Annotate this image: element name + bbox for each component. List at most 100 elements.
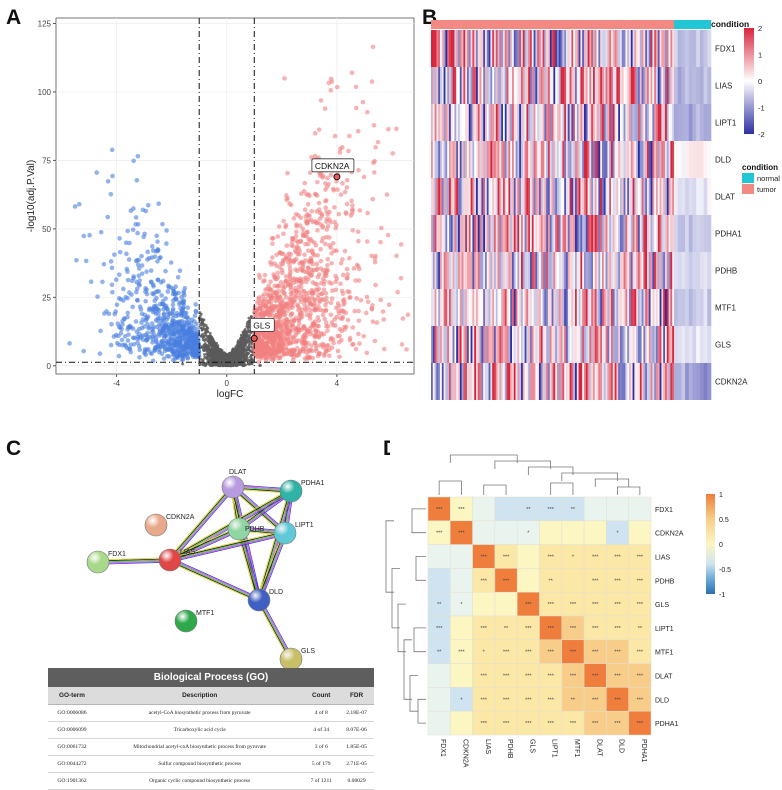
heatmap-cell	[700, 326, 704, 363]
heatmap-cell	[618, 289, 620, 326]
heatmap-cell	[582, 252, 584, 289]
heatmap-gene-label: LIPT1	[715, 119, 737, 128]
heatmap-cell	[707, 289, 711, 326]
point-up	[338, 147, 343, 152]
heatmap-cell	[463, 326, 465, 363]
heatmap-cell	[607, 252, 609, 289]
heatmap-cell	[537, 363, 539, 400]
heatmap-cell	[467, 326, 469, 363]
heatmap-cell	[462, 289, 464, 326]
point-down	[109, 343, 114, 348]
heatmap-cell	[620, 363, 622, 400]
heatmap-cell	[561, 326, 563, 363]
heatmap-cell	[474, 289, 476, 326]
heatmap-cell	[582, 30, 584, 67]
point-down	[192, 319, 197, 324]
heatmap-cell	[458, 326, 460, 363]
point-up	[345, 185, 350, 190]
heatmap-cell	[444, 67, 446, 104]
heatmap-cell	[593, 363, 595, 400]
point-up	[394, 254, 399, 259]
point-up	[294, 340, 299, 345]
heatmap-cell	[586, 30, 588, 67]
heatmap-cell	[476, 67, 478, 104]
heatmap-cell	[642, 363, 644, 400]
heatmap-cell	[627, 104, 629, 141]
heatmap-cell	[528, 252, 530, 289]
point-down	[182, 328, 187, 333]
heatmap-cell	[454, 326, 456, 363]
heatmap-cell	[663, 215, 665, 252]
heatmap-cell	[449, 363, 451, 400]
heatmap-cell	[604, 363, 606, 400]
heatmap-cell	[480, 104, 482, 141]
heatmap-cell	[624, 215, 626, 252]
heatmap-cell	[667, 363, 669, 400]
heatmap-cell	[591, 215, 593, 252]
point-down	[131, 159, 136, 164]
point-up	[323, 349, 328, 354]
heatmap-cell	[593, 104, 595, 141]
heatmap-cell	[652, 326, 654, 363]
point-down	[146, 314, 151, 319]
heatmap-cell	[494, 252, 496, 289]
heatmap-cell	[667, 178, 669, 215]
heatmap-cell	[678, 289, 682, 326]
point-down	[151, 282, 156, 287]
heatmap-cell	[503, 326, 505, 363]
heatmap-cell	[467, 178, 469, 215]
point-up	[291, 237, 296, 242]
point-down	[127, 257, 132, 262]
point-ns	[248, 360, 251, 363]
heatmap-cell	[440, 178, 442, 215]
heatmap-cell	[552, 215, 554, 252]
heatmap-cell	[436, 67, 438, 104]
heatmap-cell	[591, 178, 593, 215]
point-up	[317, 201, 322, 206]
heatmap-cell	[700, 30, 704, 67]
point-ns	[247, 327, 250, 330]
heatmap-cell	[550, 363, 552, 400]
heatmap-cell	[616, 215, 618, 252]
point-up	[320, 225, 325, 230]
point-ns	[247, 338, 250, 341]
heatmap-cell	[505, 363, 507, 400]
point-down	[184, 345, 189, 350]
heatmap-cell	[633, 178, 635, 215]
heatmap-cell	[573, 289, 575, 326]
heatmap-cell	[553, 289, 555, 326]
heatmap-cell	[557, 178, 559, 215]
heatmap-cell	[645, 67, 647, 104]
point-up	[323, 242, 328, 247]
point-up	[258, 341, 263, 346]
heatmap-cell	[438, 178, 440, 215]
point-up	[268, 279, 273, 284]
point-down	[112, 252, 117, 257]
heatmap-cell	[633, 363, 635, 400]
heatmap-cell	[654, 215, 656, 252]
point-up	[394, 126, 399, 131]
point-down	[144, 209, 149, 214]
heatmap-cell	[595, 141, 597, 178]
heatmap-cell	[615, 104, 617, 141]
heatmap-cell	[640, 289, 642, 326]
heatmap-cell	[658, 363, 660, 400]
heatmap-cell	[577, 67, 579, 104]
heatmap-cell	[700, 67, 704, 104]
heatmap-cell	[445, 289, 447, 326]
point-down	[180, 308, 185, 313]
heatmap-cell	[611, 30, 613, 67]
heatmap-cell	[615, 326, 617, 363]
heatmap-cell	[543, 141, 545, 178]
heatmap-cell	[620, 67, 622, 104]
point-down	[98, 351, 103, 356]
heatmap-cell	[624, 141, 626, 178]
heatmap-cell	[498, 67, 500, 104]
point-up	[300, 337, 305, 342]
heatmap-cell	[535, 326, 537, 363]
heatmap-cell	[472, 30, 474, 67]
point-down	[125, 229, 130, 234]
heatmap-cell	[458, 363, 460, 400]
heatmap-cell	[645, 30, 647, 67]
